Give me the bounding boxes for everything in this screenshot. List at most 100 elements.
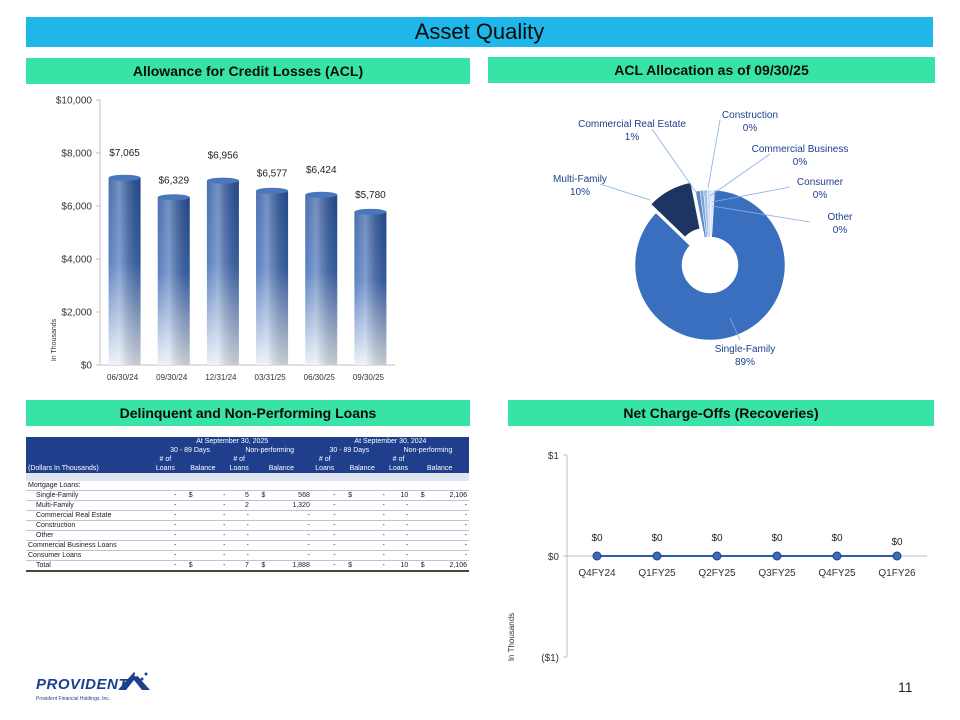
table-cell	[227, 481, 251, 491]
delinquent-panel-header: Delinquent and Non-Performing Loans	[26, 400, 470, 426]
logo-subtitle: Provident Financial Holdings, Inc.	[36, 696, 111, 702]
table-cell: -	[354, 550, 387, 561]
table-cell	[337, 530, 355, 541]
table-cell	[194, 481, 228, 491]
table-cell: -	[152, 530, 179, 541]
table-column-header-top-row: # of # of # of # of	[26, 455, 469, 464]
nco-data-label: $0	[651, 533, 663, 544]
net-charge-offs-line-chart: ($1) $0 $1 In Thousands $0 Q4FY24 $0 Q1FY25 $0 Q2…	[507, 451, 927, 664]
nco-x-tick-label: Q2FY25	[698, 568, 736, 579]
table-cell: -	[354, 540, 387, 551]
table-cell: -	[426, 510, 469, 521]
table-cell	[250, 500, 268, 511]
table-cell	[152, 481, 179, 491]
table-cell: $	[250, 490, 268, 501]
table-cell: 10	[386, 490, 411, 501]
table-cell	[178, 500, 195, 511]
table-column-header-top: # of	[386, 455, 411, 464]
nco-point	[712, 551, 722, 561]
logo-name: PROVIDENT	[36, 676, 129, 693]
acl-bar-chart: $0 $2,000 $4,000 $6,000 $8,000 $10,000 In Thou…	[51, 96, 395, 382]
table-cell	[178, 530, 195, 541]
table-cell	[410, 530, 427, 541]
nco-y-tick-label: ($1)	[541, 653, 559, 664]
provident-logo: PROVIDENT Provident Financial Holdings, …	[36, 668, 150, 708]
acl-y-tick-label: $4,000	[61, 255, 92, 266]
nco-y-tick-label: $0	[548, 552, 560, 563]
nco-point	[832, 551, 842, 561]
table-spacer-row	[26, 473, 469, 481]
table-column-header-top: # of	[152, 455, 179, 464]
delinquent-loans-table: At September 30, 2025 At September 30, 20…	[26, 437, 469, 572]
acl-x-tick-label: 12/31/24	[205, 373, 237, 382]
nco-panel-header: Net Charge-Offs (Recoveries)	[508, 400, 934, 426]
donut-leader-line	[711, 186, 791, 203]
donut-category-label: Single-Family	[715, 344, 776, 355]
table-cell: -	[311, 530, 338, 541]
table-spacer-cell	[337, 473, 355, 481]
table-cell: $	[337, 490, 355, 501]
page-title: Asset Quality	[26, 17, 933, 47]
table-cell: 2	[227, 500, 251, 511]
table-row: Consumer Loans - - - - - - - -	[26, 550, 469, 561]
table-total-row: Total - $ -7 $1,888- $ -10 $2,106	[26, 560, 469, 572]
donut-category-label: Other	[827, 212, 853, 223]
table-cell: -	[227, 540, 251, 551]
table-cell: -	[426, 500, 469, 511]
table-cell	[267, 481, 312, 491]
table-cell: $	[410, 490, 427, 501]
table-header-blank	[26, 437, 153, 446]
table-spacer-cell	[426, 473, 469, 481]
table-sub-header: Non-performing	[227, 446, 312, 455]
table-group-header: At September 30, 2024	[311, 437, 469, 446]
table-cell	[250, 481, 268, 491]
table-spacer-cell	[311, 473, 338, 481]
table-row-label: Construction	[26, 520, 153, 531]
table-total-cell: $	[410, 560, 427, 572]
nco-data-label: $0	[831, 533, 843, 544]
logo-flag-icon	[118, 672, 150, 690]
table-cell	[410, 510, 427, 521]
donut-category-label: Multi-Family	[553, 174, 607, 185]
table-column-header: Balance	[250, 464, 312, 473]
donut-leader-line	[709, 153, 771, 197]
table-total-cell: 7	[227, 560, 251, 572]
table-row-label: Commercial Business Loans	[26, 540, 153, 551]
table-column-header: Loans	[386, 464, 411, 473]
table-cell: -	[311, 550, 338, 561]
table-cell: -	[386, 510, 411, 521]
table-column-header-top: # of	[311, 455, 338, 464]
table-sub-header-row: 30 - 89 Days Non-performing 30 - 89 Days No…	[26, 446, 469, 455]
donut-percent-label: 0%	[833, 225, 848, 236]
nco-data-label: $0	[711, 533, 723, 544]
table-cell: -	[354, 520, 387, 531]
table-row: Commercial Real Estate - - - - - - - -	[26, 510, 469, 521]
table-cell: -	[354, 500, 387, 511]
table-header-blank	[337, 455, 387, 464]
donut-percent-label: 0%	[813, 190, 828, 201]
table-cell: -	[152, 520, 179, 531]
table-cell: -	[267, 530, 312, 541]
donut-percent-label: 10%	[570, 187, 590, 198]
nco-point	[772, 551, 782, 561]
donut-category-label: Consumer	[797, 177, 844, 188]
table-cell: 2,106	[426, 490, 469, 501]
acl-y-tick-label: $2,000	[61, 308, 92, 319]
table-cell	[250, 510, 268, 521]
table-total-cell: $	[250, 560, 268, 572]
table-cell: -	[386, 520, 411, 531]
table-total-cell: -	[194, 560, 228, 572]
acl-bar	[256, 187, 289, 365]
donut-leader-line	[729, 317, 741, 341]
table-cell: 5	[227, 490, 251, 501]
donut-percent-label: 1%	[625, 132, 640, 143]
table-cell	[250, 520, 268, 531]
table-row-header-label: (Dollars In Thousands)	[26, 464, 153, 473]
table-cell	[250, 550, 268, 561]
donut-percent-label: 89%	[735, 357, 755, 368]
table-cell	[178, 510, 195, 521]
table-cell	[337, 500, 355, 511]
donut-category-label: Commercial Business	[752, 144, 849, 155]
table-cell	[410, 550, 427, 561]
table-sub-header: 30 - 89 Days	[311, 446, 387, 455]
